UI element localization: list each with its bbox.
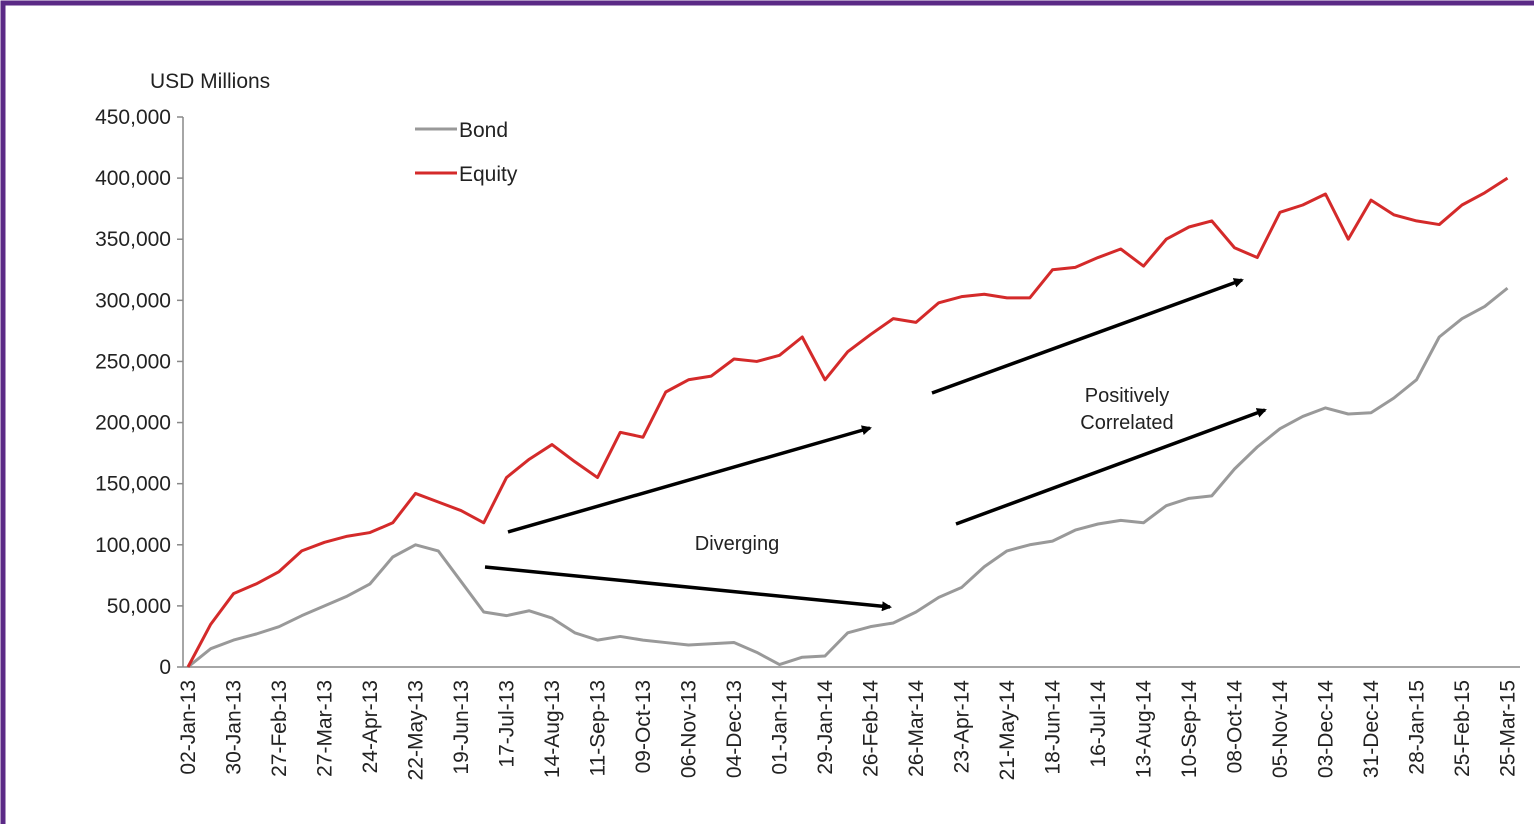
annotation: Diverging bbox=[694, 533, 780, 555]
series-line bbox=[186, 176, 1509, 668]
y-tick-label: 50,000 bbox=[107, 595, 171, 618]
y-tick-label: 350,000 bbox=[95, 228, 171, 251]
y-tick-label: 100,000 bbox=[95, 534, 171, 557]
x-tick-label: 09-Oct-13 bbox=[632, 680, 655, 773]
arrow bbox=[484, 565, 892, 612]
x-tick-label: 27-Mar-13 bbox=[314, 680, 337, 777]
x-tick-label: 25-Mar-15 bbox=[1497, 680, 1520, 777]
x-tick-label: 22-May-13 bbox=[405, 680, 428, 780]
x-tick-label: 25-Feb-15 bbox=[1451, 680, 1474, 777]
x-tick-label: 18-Jun-14 bbox=[1042, 680, 1065, 775]
x-tick-label: 02-Jan-13 bbox=[177, 680, 200, 775]
series-line bbox=[187, 286, 1509, 669]
x-tick-label: 23-Apr-14 bbox=[951, 680, 974, 774]
x-tick-label: 08-Oct-14 bbox=[1224, 680, 1247, 774]
arrows bbox=[484, 278, 1267, 612]
x-tick-label: 24-Apr-13 bbox=[359, 680, 382, 773]
x-tick-label: 31-Dec-14 bbox=[1360, 680, 1383, 778]
y-tick-label: 0 bbox=[159, 656, 171, 679]
y-tick-label: 250,000 bbox=[95, 350, 171, 373]
x-tick-label: 03-Dec-14 bbox=[1315, 680, 1338, 778]
arrow bbox=[955, 408, 1267, 526]
x-tick-label: 16-Jul-14 bbox=[1087, 680, 1110, 768]
x-tick-label: 17-Jul-13 bbox=[496, 680, 519, 768]
y-tick-label: 450,000 bbox=[95, 106, 171, 129]
x-tick-label: 11-Sep-13 bbox=[587, 680, 610, 777]
x-tick-label: 21-May-14 bbox=[996, 680, 1019, 781]
y-tick-label: 200,000 bbox=[95, 412, 171, 435]
x-tick-label: 14-Aug-13 bbox=[541, 680, 564, 778]
x-tick-label: 01-Jan-14 bbox=[769, 680, 792, 775]
x-tick-label: 26-Mar-14 bbox=[905, 680, 928, 777]
legend-label: Bond bbox=[459, 119, 508, 142]
y-axis-label: USD Millions bbox=[150, 70, 270, 93]
x-tick-label: 13-Aug-14 bbox=[1133, 680, 1156, 778]
x-tick-label: 19-Jun-13 bbox=[450, 680, 473, 775]
x-tick-label: 27-Feb-13 bbox=[268, 680, 291, 777]
x-tick-label: 29-Jan-14 bbox=[814, 680, 837, 775]
x-tick-label: 30-Jan-13 bbox=[223, 680, 246, 775]
x-tick-label: 05-Nov-14 bbox=[1269, 680, 1292, 778]
y-tick-label: 400,000 bbox=[95, 167, 171, 190]
x-tick-label: 10-Sep-14 bbox=[1178, 680, 1201, 778]
y-tick-label: 300,000 bbox=[95, 289, 171, 312]
x-tick-label: 28-Jan-15 bbox=[1406, 680, 1429, 775]
arrow bbox=[507, 425, 872, 534]
x-tick-label: 26-Feb-14 bbox=[860, 680, 883, 777]
arrow bbox=[931, 278, 1244, 395]
x-tick-label: 04-Dec-13 bbox=[723, 680, 746, 778]
annotation: Positively Correlated bbox=[1080, 385, 1174, 434]
legend-label: Equity bbox=[459, 163, 518, 186]
y-tick-label: 150,000 bbox=[95, 473, 171, 496]
x-tick-label: 06-Nov-13 bbox=[678, 680, 701, 778]
